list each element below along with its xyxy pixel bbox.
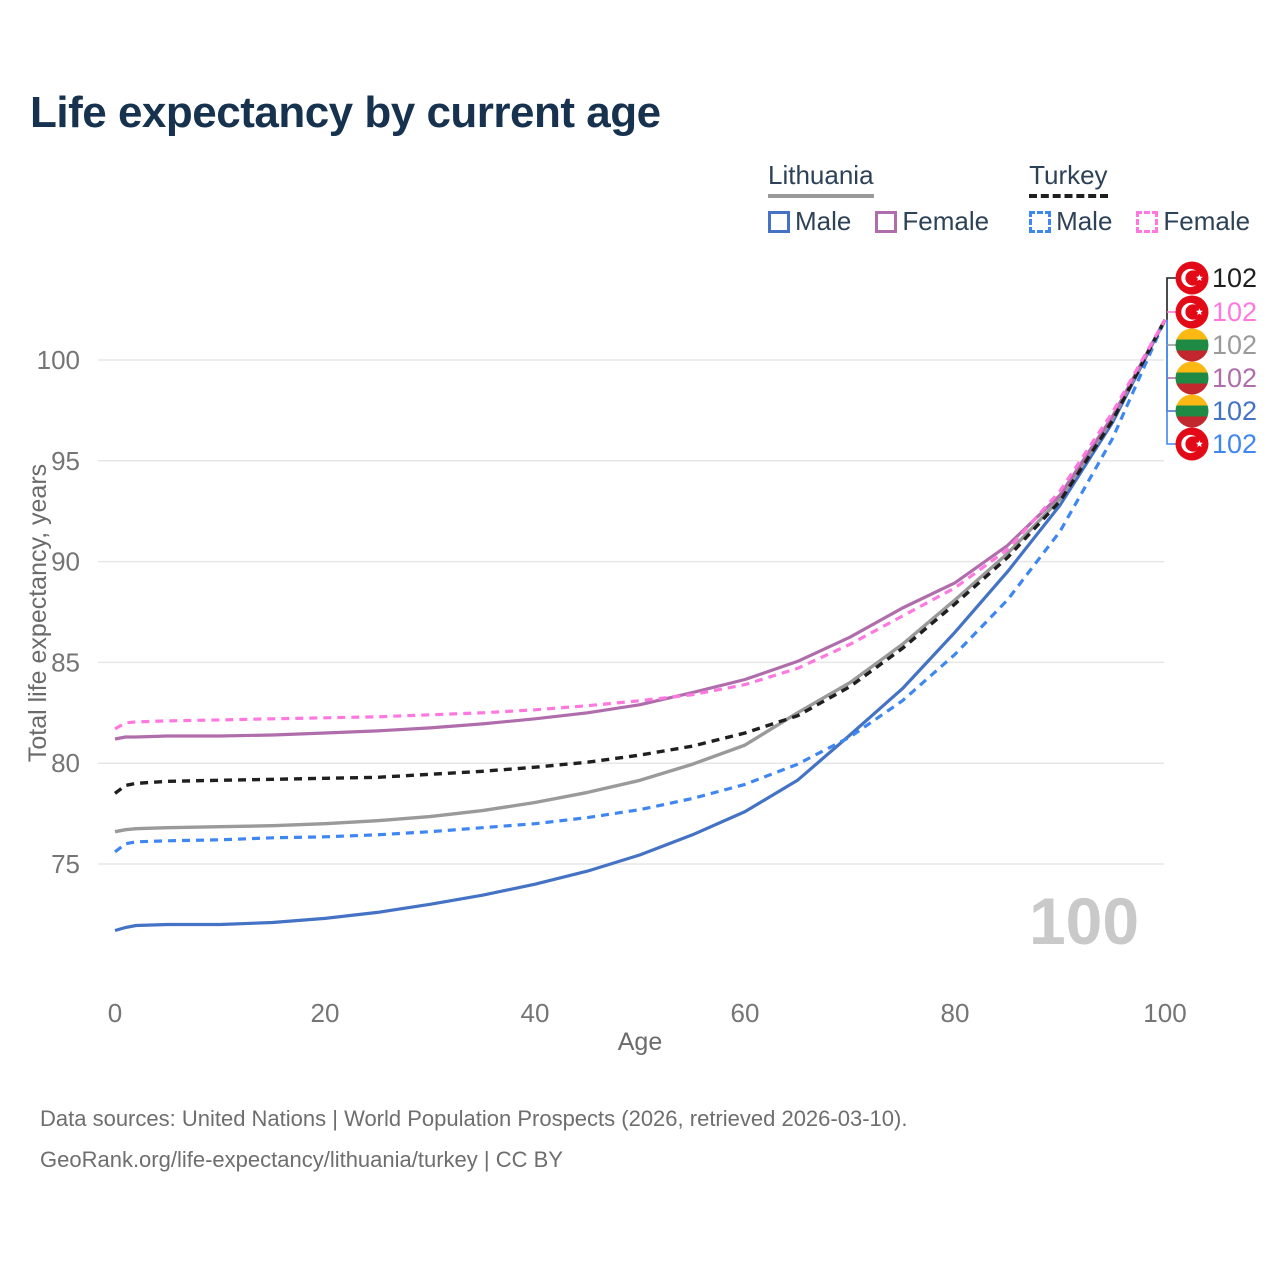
y-axis-title: Total life expectancy, years [24, 464, 52, 762]
end-value-label: 102 [1212, 429, 1257, 459]
legend-country-lithuania[interactable]: Lithuania [768, 160, 874, 198]
legend-swatch-icon [768, 210, 790, 233]
legend-group-turkey: Turkey Male Female [1029, 160, 1250, 237]
end-value-label: 102 [1212, 263, 1257, 293]
lithuania-flag-icon [1175, 394, 1209, 428]
y-tick-label: 75 [51, 849, 80, 879]
turkey-flag-star [1195, 308, 1203, 315]
legend-swatch-icon [875, 210, 898, 233]
data-sources-line: Data sources: United Nations | World Pop… [40, 1106, 908, 1131]
turkey-flag-star [1195, 274, 1203, 281]
y-tick-label: 95 [51, 446, 80, 476]
y-tick-label: 85 [51, 647, 80, 677]
legend-country-turkey[interactable]: Turkey [1029, 160, 1108, 198]
series-line-turkey-female[interactable] [114, 318, 1167, 731]
legend: Lithuania Male Female Turkey Male Female [768, 160, 1250, 237]
legend-item-label: Male [1056, 206, 1113, 236]
y-tick-label: 100 [37, 345, 80, 375]
x-axis-title: Age [618, 1028, 662, 1056]
turkey-flag-crescent-inner [1185, 304, 1201, 320]
watermark-age: 100 [1029, 884, 1139, 958]
legend-item-lithuania-male[interactable]: Male [768, 206, 851, 237]
turkey-flag-star [1195, 440, 1203, 447]
end-value-label: 102 [1212, 363, 1257, 393]
legend-items-row: Male Female [768, 206, 989, 237]
legend-items-row: Male Female [1029, 206, 1250, 237]
attribution-line: GeoRank.org/life-expectancy/lithuania/tu… [40, 1147, 563, 1172]
turkey-flag-crescent-inner [1185, 436, 1201, 452]
x-tick-label: 40 [521, 998, 550, 1028]
legend-group-lithuania: Lithuania Male Female [768, 160, 989, 237]
turkey-flag-crescent-inner [1185, 270, 1201, 286]
legend-item-turkey-male[interactable]: Male [1029, 206, 1112, 237]
legend-swatch-icon [1029, 210, 1052, 233]
end-label-connector [1166, 319, 1176, 445]
legend-item-lithuania-female[interactable]: Female [875, 206, 989, 237]
page-title: Life expectancy by current age [30, 88, 661, 137]
series-line-lithuania-overall[interactable] [114, 318, 1167, 834]
legend-item-label: Female [1163, 206, 1251, 236]
lithuania-flag-icon [1175, 328, 1209, 362]
series-line-lithuania-female[interactable] [114, 318, 1167, 741]
end-label-connector [1166, 319, 1176, 412]
series-line-turkey-overall[interactable] [113, 318, 1167, 795]
y-tick-label: 80 [51, 748, 80, 778]
x-tick-label: 80 [941, 998, 970, 1028]
legend-item-turkey-female[interactable]: Female [1136, 206, 1250, 237]
x-tick-label: 0 [108, 998, 122, 1028]
y-tick-label: 90 [51, 547, 80, 577]
end-label-connector [1166, 277, 1176, 320]
end-value-label: 102 [1212, 330, 1257, 360]
x-tick-label: 60 [731, 998, 760, 1028]
lithuania-flag-icon [1175, 361, 1209, 395]
x-tick-label: 20 [311, 998, 340, 1028]
series-line-lithuania-male[interactable] [114, 318, 1167, 933]
x-tick-label: 100 [1143, 998, 1186, 1028]
series-line-turkey-male[interactable] [114, 319, 1167, 854]
legend-item-label: Male [795, 206, 852, 236]
legend-swatch-icon [1136, 210, 1159, 233]
legend-item-label: Female [902, 206, 990, 236]
end-value-label: 102 [1212, 297, 1257, 327]
footer: Data sources: United Nations | World Pop… [40, 1098, 907, 1180]
end-value-label: 102 [1212, 396, 1257, 426]
